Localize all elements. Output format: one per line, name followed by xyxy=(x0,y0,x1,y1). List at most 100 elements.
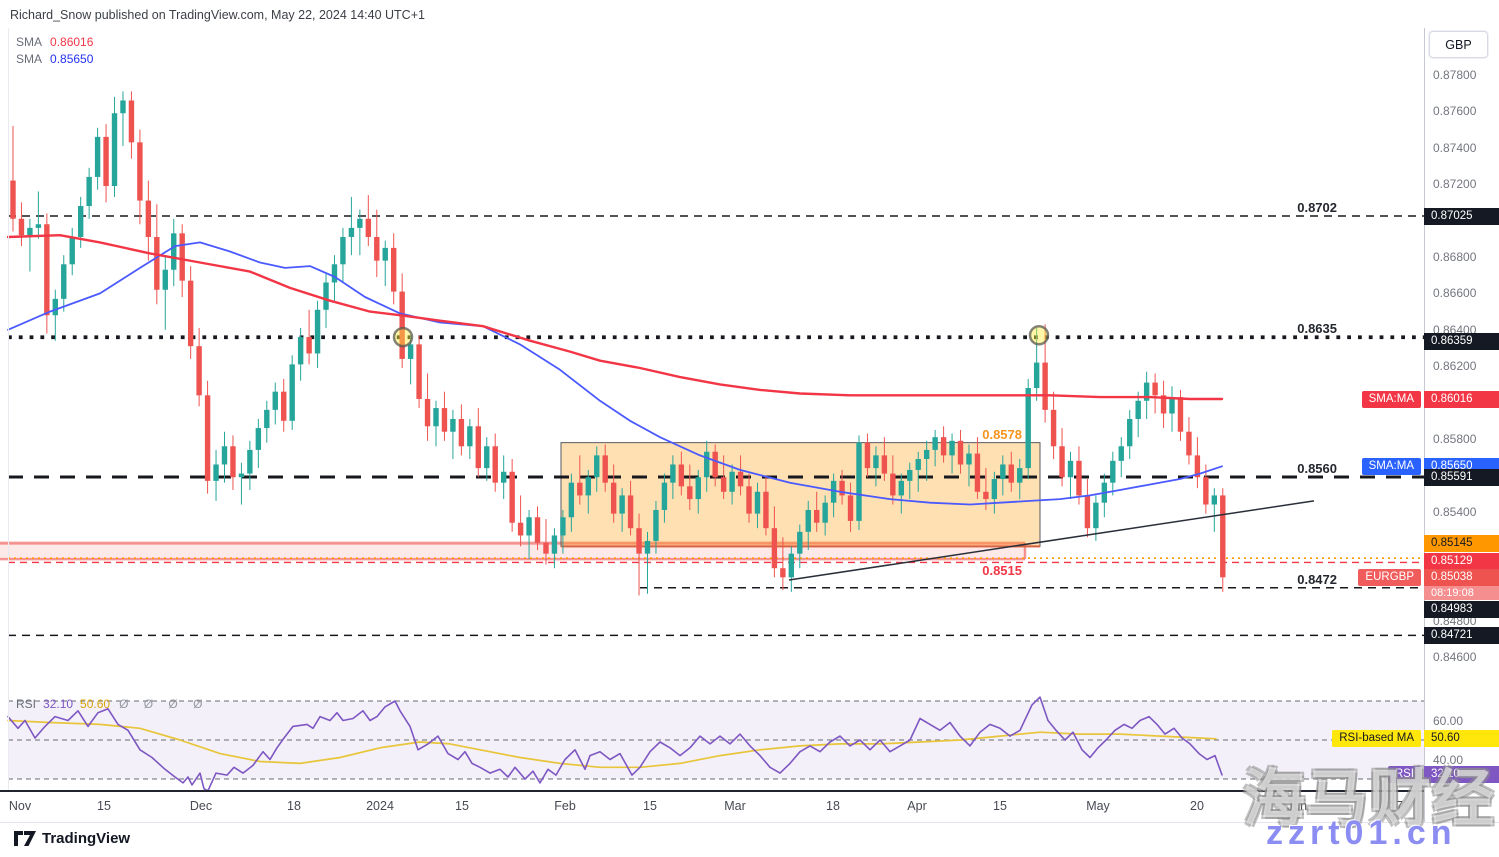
rsi-value: 32.10 xyxy=(43,697,74,711)
candle-body xyxy=(822,502,828,523)
axis-chip-SMA:MA: SMA:MA xyxy=(1361,391,1421,409)
candle-body xyxy=(923,449,930,460)
candle-body xyxy=(1033,362,1040,389)
sma-fast-legend[interactable]: SMA 0.86016 xyxy=(16,35,93,49)
price-tick: 0.87800 xyxy=(1433,68,1477,82)
candle-body xyxy=(627,495,634,529)
candle-body xyxy=(1177,397,1184,432)
tradingview-footer[interactable]: TradingView xyxy=(14,830,130,847)
candle-body xyxy=(1110,460,1116,483)
candle-body xyxy=(509,471,515,523)
candle-body xyxy=(839,480,845,496)
candle-body xyxy=(1067,460,1074,478)
candle-body xyxy=(484,446,490,469)
candle-body xyxy=(966,453,972,465)
currency-label: GBP xyxy=(1445,37,1472,52)
candle-body xyxy=(585,477,591,496)
candle-body xyxy=(475,426,481,469)
chart-left-border xyxy=(8,28,9,790)
price-badge-time: 08:19:08 xyxy=(1424,586,1499,601)
candle-body xyxy=(103,136,109,187)
candle-body xyxy=(1203,477,1209,505)
price-badge-0.85145: 0.85145 xyxy=(1424,534,1499,552)
candle-body xyxy=(1194,455,1201,478)
candle-body xyxy=(991,479,998,500)
candle-body xyxy=(610,482,617,514)
price-tick: 0.85400 xyxy=(1433,504,1477,519)
candle-body xyxy=(890,473,896,496)
time-label-Apr: Apr xyxy=(907,799,927,813)
rsi-badge-50.60: 50.60 xyxy=(1424,730,1499,748)
candle-body xyxy=(391,247,397,292)
time-label-15: 15 xyxy=(455,799,469,813)
candle-body xyxy=(86,176,92,207)
candle-body xyxy=(1160,395,1167,414)
candle-body xyxy=(1008,464,1014,483)
time-label-15: 15 xyxy=(97,799,111,813)
level-label-0.8702: 0.8702 xyxy=(1297,200,1337,216)
candle-body xyxy=(314,309,321,354)
candle-body xyxy=(281,391,287,421)
candle-body xyxy=(602,455,608,483)
candle-body xyxy=(137,142,143,201)
candle-body xyxy=(94,136,101,177)
candle-body xyxy=(830,480,837,503)
candle-body xyxy=(788,553,795,578)
candle-body xyxy=(907,469,913,481)
candle-body xyxy=(712,451,718,478)
candle-body xyxy=(365,218,372,237)
candle-body xyxy=(247,449,253,474)
candle-body xyxy=(661,482,668,510)
level-label-0.8560: 0.8560 xyxy=(1297,461,1337,477)
candle-body xyxy=(670,464,676,483)
candle-body xyxy=(289,364,295,421)
candle-body xyxy=(1017,468,1023,483)
candle-body xyxy=(957,440,964,465)
candle-body xyxy=(382,247,388,261)
candle-body xyxy=(737,471,744,487)
time-label-Dec: Dec xyxy=(189,799,213,813)
price-tick: 0.87600 xyxy=(1433,104,1477,119)
level-label-0.8635: 0.8635 xyxy=(1297,321,1337,337)
footer-separator xyxy=(0,822,1499,823)
time-label-Jun: Jun xyxy=(1286,799,1308,813)
candle-body xyxy=(128,100,135,143)
pane-bottom-separator xyxy=(0,790,1424,792)
candle-body xyxy=(847,495,854,521)
candle-body xyxy=(814,509,820,523)
candle-body xyxy=(534,517,541,543)
candle-body xyxy=(264,409,270,429)
currency-toggle-button[interactable]: GBP xyxy=(1429,31,1488,58)
candle-body xyxy=(1025,388,1031,469)
candle-body xyxy=(644,540,651,554)
candle-body xyxy=(492,446,498,483)
candle-body xyxy=(196,346,202,396)
rsi-label: RSI xyxy=(16,697,37,711)
sma-fast-value: 0.86016 xyxy=(50,35,94,49)
level-label-0.8472: 0.8472 xyxy=(1297,571,1337,587)
trendline xyxy=(788,500,1315,581)
candle-body xyxy=(687,486,693,500)
candle-body xyxy=(111,113,118,187)
candle-body xyxy=(77,206,84,237)
rsi-legend[interactable]: RSI 32.10 50.60 Ø Ø Ø Ø xyxy=(16,697,208,711)
sma-slow-legend[interactable]: SMA 0.85650 xyxy=(16,52,93,66)
candle-body xyxy=(1042,362,1048,410)
candle-body xyxy=(238,473,245,478)
time-label-Feb: Feb xyxy=(554,799,576,813)
sma-slow-label: SMA xyxy=(16,52,43,66)
candle-body xyxy=(44,224,50,316)
candle-body xyxy=(873,455,879,469)
candle-body xyxy=(594,455,600,478)
axis-chip-RSI-based MA: RSI-based MA xyxy=(1332,730,1421,748)
candle-body xyxy=(1127,418,1133,447)
publish-header: Richard_Snow published on TradingView.co… xyxy=(10,8,425,22)
candle-body xyxy=(577,482,583,496)
candle-body xyxy=(1152,382,1158,396)
axis-chip-EURGBP: EURGBP xyxy=(1358,569,1421,587)
time-label-18: 18 xyxy=(826,799,840,813)
candle-body xyxy=(297,337,304,365)
candle-body xyxy=(1220,495,1226,578)
